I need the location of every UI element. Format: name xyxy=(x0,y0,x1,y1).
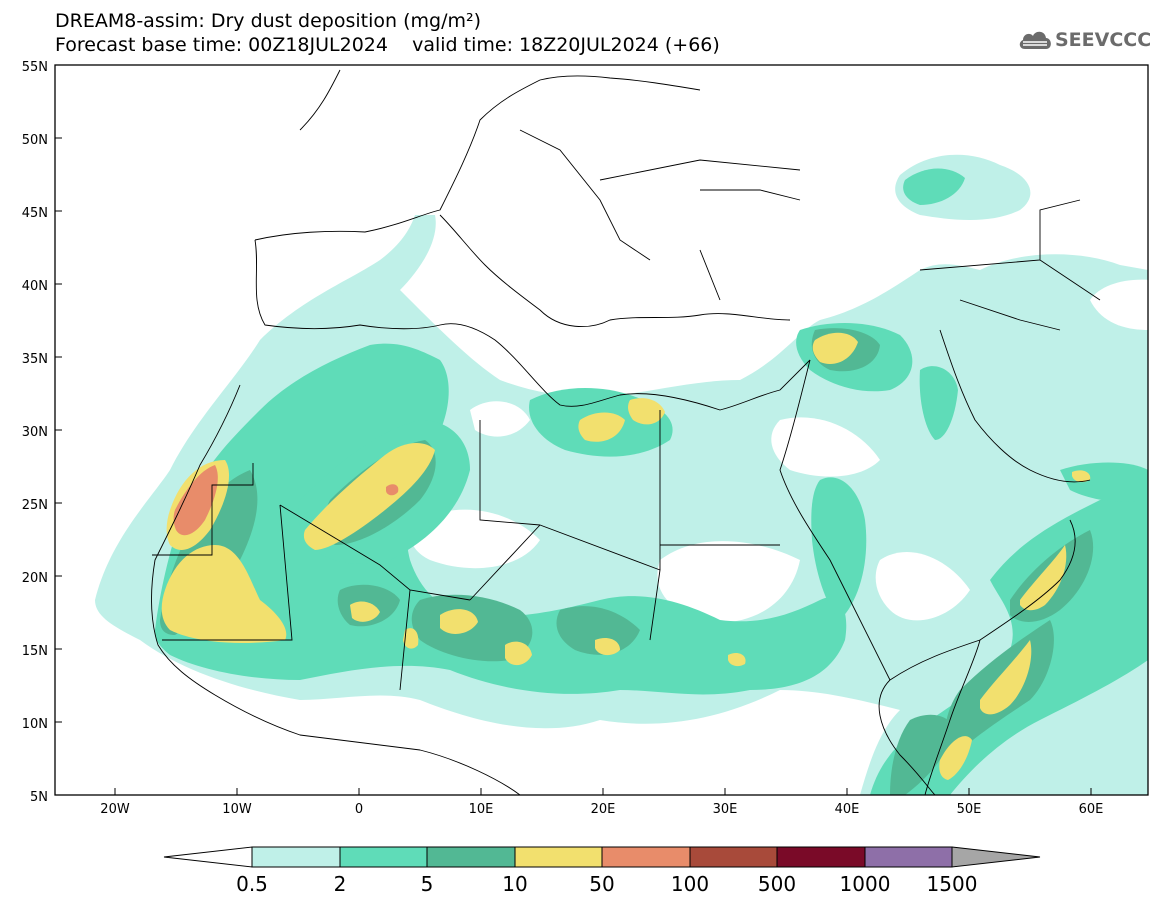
colorbar-label: 100 xyxy=(671,872,709,896)
dust-deposition-field xyxy=(95,154,1148,795)
title-line-1: DREAM8-assim: Dry dust deposition (mg/m²… xyxy=(55,10,482,32)
lon-label: 10E xyxy=(469,802,494,817)
seevccc-logo: SEEVCCC xyxy=(1017,25,1151,55)
colorbar-label: 0.5 xyxy=(236,872,268,896)
lon-label: 60E xyxy=(1079,802,1104,817)
level-50-100-areas xyxy=(173,465,399,536)
colorbar-bin xyxy=(339,846,428,868)
colorbar-over-arrow xyxy=(951,846,1041,868)
clear-areas xyxy=(411,279,1148,623)
longitude-axis: 20W 10W 0 10E 20E 30E 40E 50E 60E xyxy=(100,788,1103,817)
lon-label: 30E xyxy=(713,802,738,817)
colorbar-bin xyxy=(864,846,953,868)
colorbar-bin xyxy=(689,846,778,868)
colorbar-bin xyxy=(426,846,516,868)
lat-label: 30N xyxy=(22,425,48,440)
lat-label: 5N xyxy=(30,790,48,805)
colorbar-bin xyxy=(601,846,691,868)
lat-label: 40N xyxy=(22,279,48,294)
coastlines-and-borders xyxy=(151,69,1101,795)
lon-label: 10W xyxy=(222,802,252,817)
colorbar-label: 5 xyxy=(421,872,434,896)
title-line-2: Forecast base time: 00Z18JUL2024 valid t… xyxy=(55,34,720,56)
colorbar-bin xyxy=(251,846,341,868)
colorbar: 0.5 2 5 10 50 100 500 1000 1500 xyxy=(163,846,1041,896)
lat-label: 45N xyxy=(22,206,48,221)
lat-label: 20N xyxy=(22,571,48,586)
colorbar-bin xyxy=(776,846,866,868)
lon-label: 0 xyxy=(355,802,363,817)
colorbar-under-arrow xyxy=(163,846,253,868)
lat-label: 50N xyxy=(22,133,48,148)
colorbar-label: 1000 xyxy=(840,872,891,896)
lat-label: 15N xyxy=(22,644,48,659)
colorbar-bin xyxy=(514,846,603,868)
colorbar-label: 50 xyxy=(589,872,614,896)
lat-label: 35N xyxy=(22,352,48,367)
latitude-axis: 55N 50N 45N 40N 35N 30N 25N 20N 15N 10N … xyxy=(22,60,62,805)
colorbar-label: 500 xyxy=(758,872,796,896)
lon-label: 50E xyxy=(957,802,982,817)
lon-label: 40E xyxy=(835,802,860,817)
colorbar-label: 10 xyxy=(502,872,527,896)
lat-label: 25N xyxy=(22,498,48,513)
colorbar-label: 1500 xyxy=(927,872,978,896)
lat-label: 55N xyxy=(22,60,48,75)
colorbar-label: 2 xyxy=(334,872,347,896)
cloud-icon xyxy=(1019,31,1051,49)
logo-text: SEEVCCC xyxy=(1055,29,1152,51)
lon-label: 20W xyxy=(100,802,130,817)
lon-label: 20E xyxy=(591,802,616,817)
lat-label: 10N xyxy=(22,717,48,732)
